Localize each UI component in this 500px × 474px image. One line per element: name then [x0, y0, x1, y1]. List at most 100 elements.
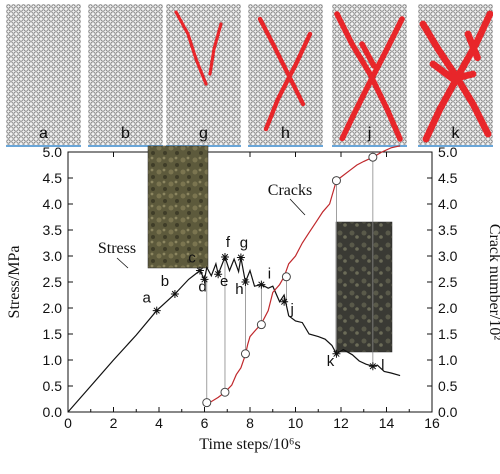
stress-marker: [332, 349, 341, 358]
series-line-cracks: [204, 145, 401, 404]
particle-assembly: [6, 4, 81, 145]
crack-marker: [220, 387, 230, 397]
crack-band: [339, 16, 405, 142]
stress-marker: [280, 297, 289, 306]
crack-marker: [281, 272, 291, 282]
crack-band: [359, 41, 377, 69]
panel-k: k: [418, 4, 493, 147]
particle-assembly: [332, 4, 407, 145]
particle-assembly: [248, 4, 323, 145]
y-right-tick-label: 2.5: [438, 274, 458, 290]
panel-label: h: [281, 125, 290, 142]
crack-band: [334, 11, 403, 142]
point-label-a: a: [143, 290, 152, 307]
y-right-tick-label: 0.5: [438, 378, 458, 394]
y-right-axis-title: Crack number/10²: [486, 224, 500, 341]
x-tick-label: 8: [246, 415, 254, 431]
panel-g: g: [166, 4, 241, 147]
point-label-i: i: [268, 266, 271, 283]
crack-band: [429, 60, 477, 83]
panel-label: k: [451, 125, 460, 142]
x-axis-title: Time steps/10⁶s: [199, 436, 300, 453]
x-tick-label: 12: [333, 415, 349, 431]
cracks-leader: [289, 198, 306, 216]
crack-marker: [256, 320, 266, 330]
panel-label: j: [367, 125, 372, 142]
y-left-tick-label: 0.0: [43, 404, 63, 420]
panel-j: j: [332, 4, 407, 147]
y-left-tick-label: 1.5: [43, 326, 63, 342]
point-label-h: h: [235, 281, 243, 298]
cracks-annotation: Cracks: [268, 182, 312, 199]
point-label-b: b: [161, 273, 169, 290]
panel-label: g: [199, 125, 208, 142]
x-tick-label: 4: [155, 415, 163, 431]
stress-marker: [200, 275, 209, 284]
panel-a: a: [6, 4, 81, 147]
panel-label: b: [121, 125, 130, 142]
panel-h: h: [248, 4, 323, 147]
crack-marker: [240, 349, 250, 359]
y-left-tick-label: 0.5: [43, 378, 63, 394]
y-left-tick-label: 2.5: [43, 274, 63, 290]
y-right-tick-label: 3.0: [438, 248, 458, 264]
stress-marker: [195, 266, 204, 275]
y-left-tick-label: 5.0: [43, 144, 63, 160]
crack-band: [174, 10, 208, 86]
stress-marker: [214, 270, 223, 279]
crack-band: [263, 31, 313, 132]
crack-marker: [202, 398, 212, 408]
x-tick-label: 0: [64, 415, 72, 431]
point-label-f: f: [226, 234, 231, 251]
y-right-tick-label: 4.0: [438, 196, 458, 212]
point-label-k: k: [327, 353, 335, 370]
point-label-g: g: [240, 235, 248, 252]
y-right-tick-label: 1.0: [438, 352, 458, 368]
y-right-tick-label: 1.5: [438, 326, 458, 342]
panel-b: b: [88, 4, 163, 147]
crack-marker: [368, 152, 378, 162]
y-left-tick-label: 4.0: [43, 196, 63, 212]
intact-specimen-photo: [147, 145, 209, 269]
y-right-tick-label: 5.0: [438, 144, 458, 160]
y-left-tick-label: 3.5: [43, 222, 63, 238]
stress-marker: [220, 253, 229, 262]
point-label-e: e: [220, 273, 228, 290]
point-label-c: c: [188, 250, 196, 267]
stress-marker: [170, 289, 179, 298]
stress-leader: [116, 257, 129, 269]
stress-marker: [236, 253, 245, 262]
crack-band: [464, 30, 482, 63]
stress-marker: [152, 306, 161, 315]
stress-annotation: Stress: [98, 240, 136, 257]
y-right-tick-label: 4.5: [438, 170, 458, 186]
particle-assembly: [418, 4, 493, 145]
y-left-tick-label: 1.0: [43, 352, 63, 368]
crack-band: [208, 22, 223, 76]
y-right-tick-label: 2.0: [438, 300, 458, 316]
stress-marker: [257, 280, 266, 289]
particle-assembly: [88, 4, 163, 145]
x-tick-label: 2: [110, 415, 118, 431]
y-right-tick-label: 3.5: [438, 222, 458, 238]
point-label-l: l: [381, 357, 384, 374]
x-tick-label: 14: [379, 415, 395, 431]
crack-marker: [331, 176, 341, 186]
y-right-tick-label: 0.0: [438, 404, 458, 420]
stress-marker: [368, 362, 377, 371]
crack-band: [257, 16, 306, 107]
x-tick-label: 6: [201, 415, 209, 431]
point-label-d: d: [198, 278, 206, 295]
stress-marker: [241, 278, 250, 286]
failed-specimen-photo: [335, 221, 393, 353]
x-tick-label: 10: [288, 415, 304, 431]
point-label-j: j: [289, 301, 293, 318]
y-left-tick-label: 4.5: [43, 170, 63, 186]
y-left-tick-label: 2.0: [43, 300, 63, 316]
y-left-tick-label: 3.0: [43, 248, 63, 264]
y-left-axis-title: Stress/MPa: [6, 246, 23, 319]
x-tick-label: 16: [424, 415, 440, 431]
panel-label: a: [39, 125, 48, 142]
